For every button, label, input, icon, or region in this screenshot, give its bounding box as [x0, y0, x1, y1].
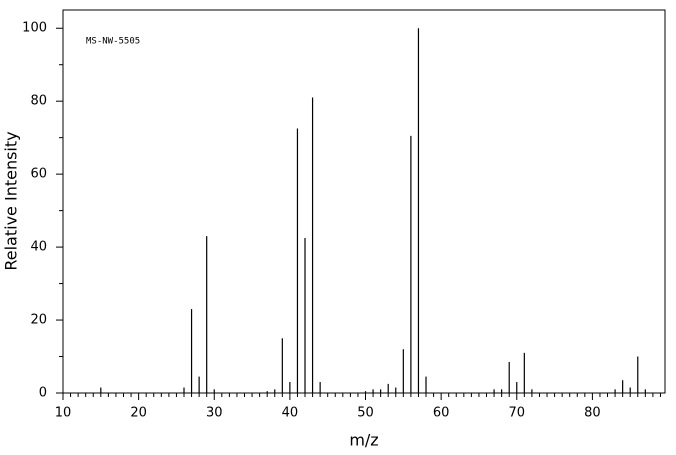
annotation: MS-NW-5505 [86, 37, 140, 47]
plot-frame [62, 9, 666, 394]
x-tick-label: 10 [55, 406, 72, 421]
y-tick-label: 0 [39, 386, 47, 401]
y-tick-label: 20 [30, 313, 47, 328]
x-tick-label: 60 [433, 406, 450, 421]
y-tick-label: 40 [30, 240, 47, 255]
x-tick-label: 20 [130, 406, 147, 421]
x-tick-label: 70 [508, 406, 525, 421]
y-axis-title: Relative Intensity [2, 131, 21, 270]
y-tick-label: 100 [22, 21, 47, 36]
y-tick-label: 60 [30, 167, 47, 182]
x-tick-label: 40 [282, 406, 299, 421]
y-tick-label: 80 [30, 94, 47, 109]
x-axis-title: m/z [349, 431, 378, 450]
x-tick-label: 50 [357, 406, 374, 421]
x-tick-label: 30 [206, 406, 223, 421]
x-tick-label: 80 [584, 406, 601, 421]
